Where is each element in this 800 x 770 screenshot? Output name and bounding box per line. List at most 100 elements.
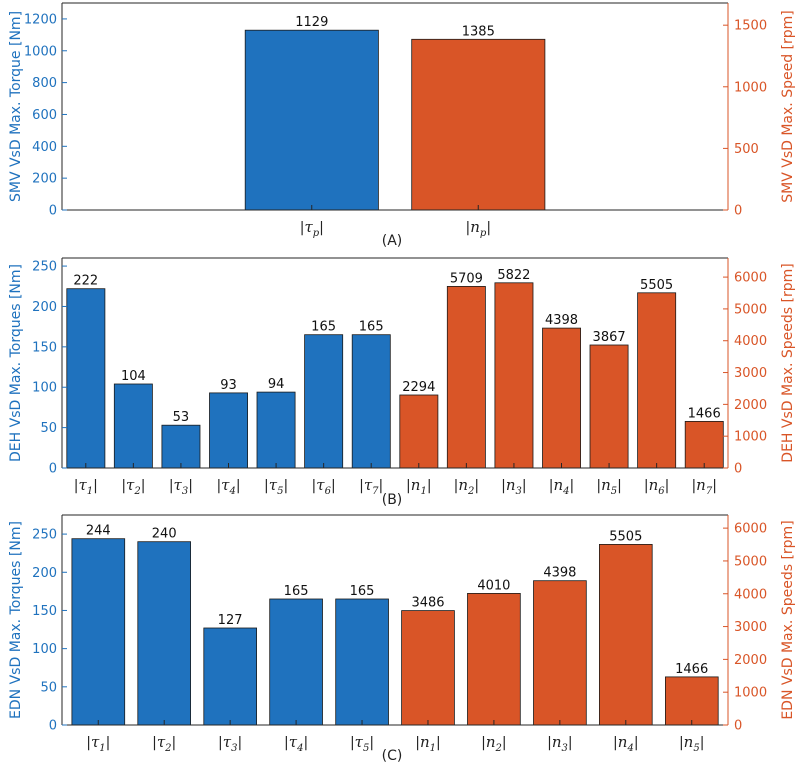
x-tick-label: |τ4|: [216, 476, 240, 497]
bar-tau-3: [203, 627, 258, 726]
right-tick-label: 2000: [734, 653, 767, 668]
bar-tau-6: [304, 334, 344, 469]
bar-tau-2: [113, 383, 153, 469]
x-tick-label: |τ5|: [264, 476, 288, 497]
panel-caption: (A): [382, 233, 403, 249]
x-tick-label: |n1|: [406, 476, 431, 497]
right-tick-label: 1000: [734, 80, 767, 95]
bar-n-2: [467, 593, 521, 726]
data-label: 1129: [295, 15, 328, 30]
data-label: 2294: [402, 380, 435, 395]
x-tick-label: |n7|: [691, 476, 716, 497]
data-label: 4398: [545, 313, 578, 328]
right-tick-label: 1500: [734, 19, 767, 34]
data-label: 4010: [477, 578, 510, 593]
bar-tau-4: [209, 392, 248, 469]
left-tick-label: 0: [49, 462, 57, 477]
x-tick-label: |τ1|: [74, 476, 98, 497]
right-tick-label: 4000: [734, 334, 767, 349]
left-tick-label: 0: [49, 719, 57, 734]
bar-tau-4: [269, 598, 323, 726]
panel-caption: (C): [382, 748, 403, 764]
data-label: 53: [173, 410, 190, 425]
data-label: 1466: [688, 406, 721, 421]
data-label: 3867: [593, 330, 626, 345]
panel-caption: (B): [382, 492, 403, 508]
data-label: 240: [152, 527, 177, 542]
left-axis-label: SMV VsD Max. Torque [Nm]: [8, 11, 24, 202]
right-tick-label: 4000: [734, 587, 767, 602]
x-tick-label: |τ2|: [152, 733, 176, 754]
bar-n-6: [637, 292, 677, 469]
right-tick-label: 3000: [734, 366, 767, 381]
left-tick-label: 250: [32, 528, 57, 543]
left-tick-label: 250: [32, 260, 57, 275]
x-tick-label: |n5|: [596, 476, 621, 497]
bar-tau-7: [351, 334, 391, 469]
x-tick-label: |τp|: [300, 218, 324, 239]
right-tick-label: 5000: [734, 302, 767, 317]
bar-tau-p: [244, 29, 379, 211]
x-tick-label: |τ1|: [86, 733, 110, 754]
left-tick-label: 150: [32, 604, 57, 619]
data-label: 5709: [450, 271, 483, 286]
left-tick-label: 600: [32, 108, 57, 123]
bar-n-3: [533, 580, 587, 726]
left-tick-label: 0: [49, 204, 57, 219]
right-tick-label: 0: [734, 462, 742, 477]
left-tick-label: 100: [32, 642, 57, 657]
data-label: 165: [350, 584, 375, 599]
x-tick-label: |n4|: [613, 733, 638, 754]
bar-n-5: [665, 676, 719, 726]
right-tick-label: 0: [734, 719, 742, 734]
x-tick-label: |τ5|: [350, 733, 374, 754]
data-label: 1466: [675, 662, 708, 677]
left-tick-label: 800: [32, 76, 57, 91]
right-axis-label: SMV VsD Max. Speed [rpm]: [780, 10, 796, 202]
x-tick-label: |τ3|: [218, 733, 242, 754]
right-tick-label: 1000: [734, 686, 767, 701]
bar-n-p: [411, 38, 546, 211]
x-tick-label: |τ2|: [121, 476, 145, 497]
right-tick-label: 6000: [734, 271, 767, 286]
right-tick-label: 2000: [734, 398, 767, 413]
left-tick-label: 1200: [24, 12, 57, 27]
right-tick-label: 0: [734, 204, 742, 219]
chart-panel-2: 222 |τ1| 104 |τ2| 53 |τ3| 93 |τ4| 94 |τ5| 165 |τ6| 1…: [8, 257, 796, 508]
bar-tau-1: [66, 288, 106, 469]
data-label: 94: [268, 377, 285, 392]
bar-tau-2: [137, 541, 192, 726]
bar-n-7: [684, 420, 724, 469]
right-tick-label: 5000: [734, 554, 767, 569]
bar-n-4: [542, 327, 581, 469]
data-label: 244: [86, 524, 111, 539]
data-label: 3486: [411, 596, 444, 611]
left-tick-label: 200: [32, 566, 57, 581]
bar-n-1: [399, 394, 439, 469]
right-tick-label: 1000: [734, 430, 767, 445]
data-label: 165: [311, 320, 336, 335]
left-tick-label: 150: [32, 340, 57, 355]
left-axis-label: EDN VsD Max. Torques [Nm]: [8, 521, 24, 719]
x-tick-label: |n3|: [547, 733, 572, 754]
data-label: 127: [218, 613, 243, 628]
left-tick-label: 400: [32, 140, 57, 155]
bar-n-4: [599, 544, 653, 726]
data-label: 5505: [640, 278, 673, 293]
x-tick-label: |n6|: [644, 476, 669, 497]
x-tick-label: |n3|: [501, 476, 526, 497]
data-label: 5822: [497, 268, 530, 283]
left-tick-label: 200: [32, 172, 57, 187]
data-label: 165: [284, 584, 309, 599]
chart-panel-1: 1129 |τp| 1385 |np| 0 200 400 600 800 1000 1200 0 50…: [8, 2, 796, 249]
x-tick-label: |n2|: [481, 733, 506, 754]
left-tick-label: 200: [32, 300, 57, 315]
left-tick-label: 100: [32, 381, 57, 396]
left-tick-label: 50: [40, 421, 57, 436]
bar-n-2: [446, 285, 486, 469]
chart-panel-3: 244 |τ1| 240 |τ2| 127 |τ3| 165 |τ4| 165 |τ5| 3486 |…: [8, 514, 796, 764]
x-tick-label: |n4|: [549, 476, 574, 497]
data-label: 4398: [543, 566, 576, 581]
data-label: 104: [121, 369, 146, 384]
